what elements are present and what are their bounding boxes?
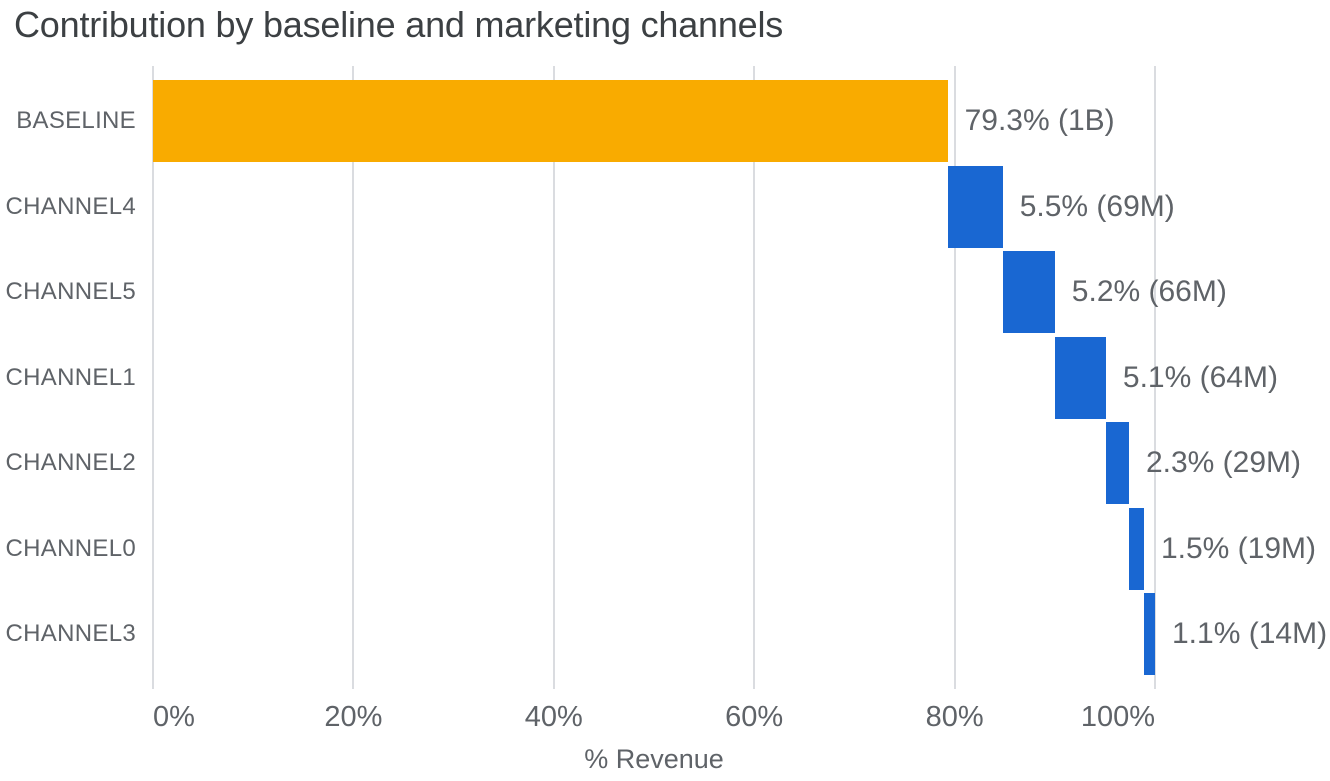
bar-value-label-channel4: 5.5% (69M) bbox=[1019, 189, 1175, 223]
gridline-0% bbox=[152, 66, 154, 689]
category-label-channel5: CHANNEL5 bbox=[5, 278, 136, 305]
waterfall-bar-baseline bbox=[153, 80, 948, 162]
chart-title: Contribution by baseline and marketing c… bbox=[14, 4, 784, 45]
bar-value-label-baseline: 79.3% (1B) bbox=[964, 104, 1115, 137]
gridline-40% bbox=[552, 66, 555, 689]
category-label-channel3: CHANNEL3 bbox=[5, 620, 136, 647]
gridline-60% bbox=[753, 66, 756, 689]
x-axis-title: % Revenue bbox=[584, 744, 724, 774]
waterfall-bar-channel3 bbox=[1143, 593, 1155, 675]
x-tick-label-40%: 40% bbox=[524, 701, 583, 733]
waterfall-bar-channel0 bbox=[1128, 507, 1144, 590]
bar-value-label-channel3: 1.1% (14M) bbox=[1172, 617, 1328, 650]
bar-value-label-channel1: 5.1% (64M) bbox=[1122, 360, 1278, 394]
gridline-20% bbox=[352, 66, 355, 689]
gridline-100% bbox=[1154, 66, 1156, 689]
x-tick-label-0%: 0% bbox=[153, 701, 195, 733]
x-tick-label-80%: 80% bbox=[925, 701, 984, 733]
category-label-channel0: CHANNEL0 bbox=[5, 534, 136, 562]
bar-value-label-channel0: 1.5% (19M) bbox=[1160, 531, 1317, 565]
x-tick-label-60%: 60% bbox=[725, 701, 784, 733]
category-label-channel4: CHANNEL4 bbox=[5, 192, 136, 220]
gridline-80% bbox=[953, 66, 956, 689]
waterfall-bar-channel1 bbox=[1054, 336, 1106, 419]
waterfall-bar-channel4 bbox=[947, 165, 1003, 248]
category-label-baseline: BASELINE bbox=[16, 107, 136, 134]
bar-value-label-channel5: 5.2% (66M) bbox=[1071, 275, 1227, 308]
x-tick-label-20%: 20% bbox=[324, 701, 383, 733]
bar-value-label-channel2: 2.3% (29M) bbox=[1145, 446, 1301, 479]
category-label-channel2: CHANNEL2 bbox=[5, 449, 136, 476]
x-tick-label-100%: 100% bbox=[1080, 701, 1155, 733]
waterfall-bar-channel2 bbox=[1105, 422, 1129, 504]
category-label-channel1: CHANNEL1 bbox=[5, 363, 136, 391]
waterfall-bar-channel5 bbox=[1002, 251, 1055, 333]
